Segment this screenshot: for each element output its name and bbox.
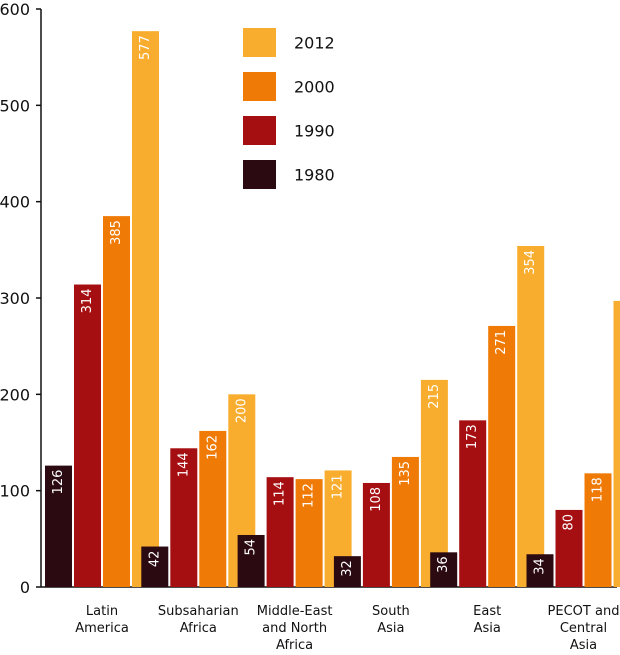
- bar-value-label: 112: [302, 483, 317, 508]
- bar-value-label: 80: [562, 514, 577, 531]
- bar-value-label: 314: [80, 289, 95, 314]
- legend-swatch-2000: [243, 72, 276, 101]
- bar-1980: [526, 554, 554, 587]
- bar-2000: [584, 473, 612, 587]
- bar-value-label: 114: [273, 481, 288, 506]
- bar-1990: [362, 482, 390, 587]
- bar-2012: [517, 245, 545, 588]
- y-tick-label: 400: [0, 193, 30, 212]
- bar-value-label: 121: [331, 474, 346, 499]
- legend-label-2012: 2012: [294, 34, 335, 53]
- bar-value-label: 200: [234, 398, 249, 423]
- legend-label-1980: 1980: [294, 166, 335, 185]
- bar-1980: [45, 465, 72, 587]
- bar-value-label: 32: [340, 560, 355, 577]
- legend-swatch-2012: [243, 28, 276, 57]
- category-label: PECOT and Central Asia: [548, 604, 620, 653]
- legend-label-2000: 2000: [294, 78, 335, 97]
- bar-value-label: 54: [244, 539, 259, 556]
- bar-2012: [613, 300, 620, 587]
- bar-value-label: 108: [369, 487, 384, 512]
- bar-value-label: 126: [51, 470, 66, 495]
- bar-value-label: 577: [138, 35, 153, 60]
- bar-2000: [391, 456, 419, 587]
- bar-1990: [170, 448, 198, 587]
- bar-value-label: 42: [147, 551, 162, 568]
- legend-swatch-1990: [243, 116, 276, 145]
- bar-value-label: 144: [176, 452, 191, 477]
- bar-value-label: 385: [109, 220, 124, 245]
- bar-value-label: 34: [533, 558, 548, 575]
- bar-value-label: 36: [436, 556, 451, 573]
- bar-2012: [132, 31, 159, 587]
- bar-value-label: 118: [591, 477, 606, 502]
- y-tick-label: 600: [0, 0, 30, 19]
- bar-value-label: 215: [427, 384, 442, 409]
- bar-1990: [459, 420, 487, 587]
- category-label: Subsaharian Africa: [158, 604, 239, 636]
- bar-1980: [430, 552, 458, 587]
- bar-value-label: 135: [398, 461, 413, 486]
- y-tick-label: 0: [20, 578, 30, 597]
- bar-1990: [555, 509, 583, 587]
- y-tick-label: 100: [0, 482, 30, 501]
- bar-2000: [295, 479, 323, 587]
- category-labels: Latin America Subsaharian Africa Middle-East…: [75, 604, 619, 653]
- bar-value-label: 354: [523, 250, 538, 275]
- y-tick-label: 300: [0, 289, 30, 308]
- bar-value-label: 173: [465, 424, 480, 449]
- y-tick-label: 500: [0, 96, 30, 115]
- bar-1990: [266, 477, 294, 587]
- legend-label-1990: 1990: [294, 122, 335, 141]
- category-label: Latin America: [75, 604, 129, 636]
- bar-2000: [488, 325, 516, 587]
- bar-1980: [333, 556, 361, 587]
- bar-1980: [141, 546, 169, 587]
- bar-2000: [199, 430, 227, 587]
- bars: 126 314 385 577 42 144 162 200 54 114 112 121 32 108 1…: [45, 31, 620, 588]
- bar-value-label: 162: [205, 435, 220, 460]
- category-label: Middle-East and North Africa: [257, 604, 333, 653]
- bar-1980: [237, 534, 265, 587]
- legend: 2012 2000 1990 1980: [243, 28, 335, 189]
- bar-2000: [103, 216, 130, 587]
- legend-swatch-1980: [243, 160, 276, 189]
- bar-value-label: 271: [494, 330, 509, 355]
- category-label: South Asia: [372, 604, 410, 636]
- category-label: East Asia: [473, 604, 501, 636]
- y-tick-label: 200: [0, 385, 30, 404]
- bar-1990: [74, 284, 101, 587]
